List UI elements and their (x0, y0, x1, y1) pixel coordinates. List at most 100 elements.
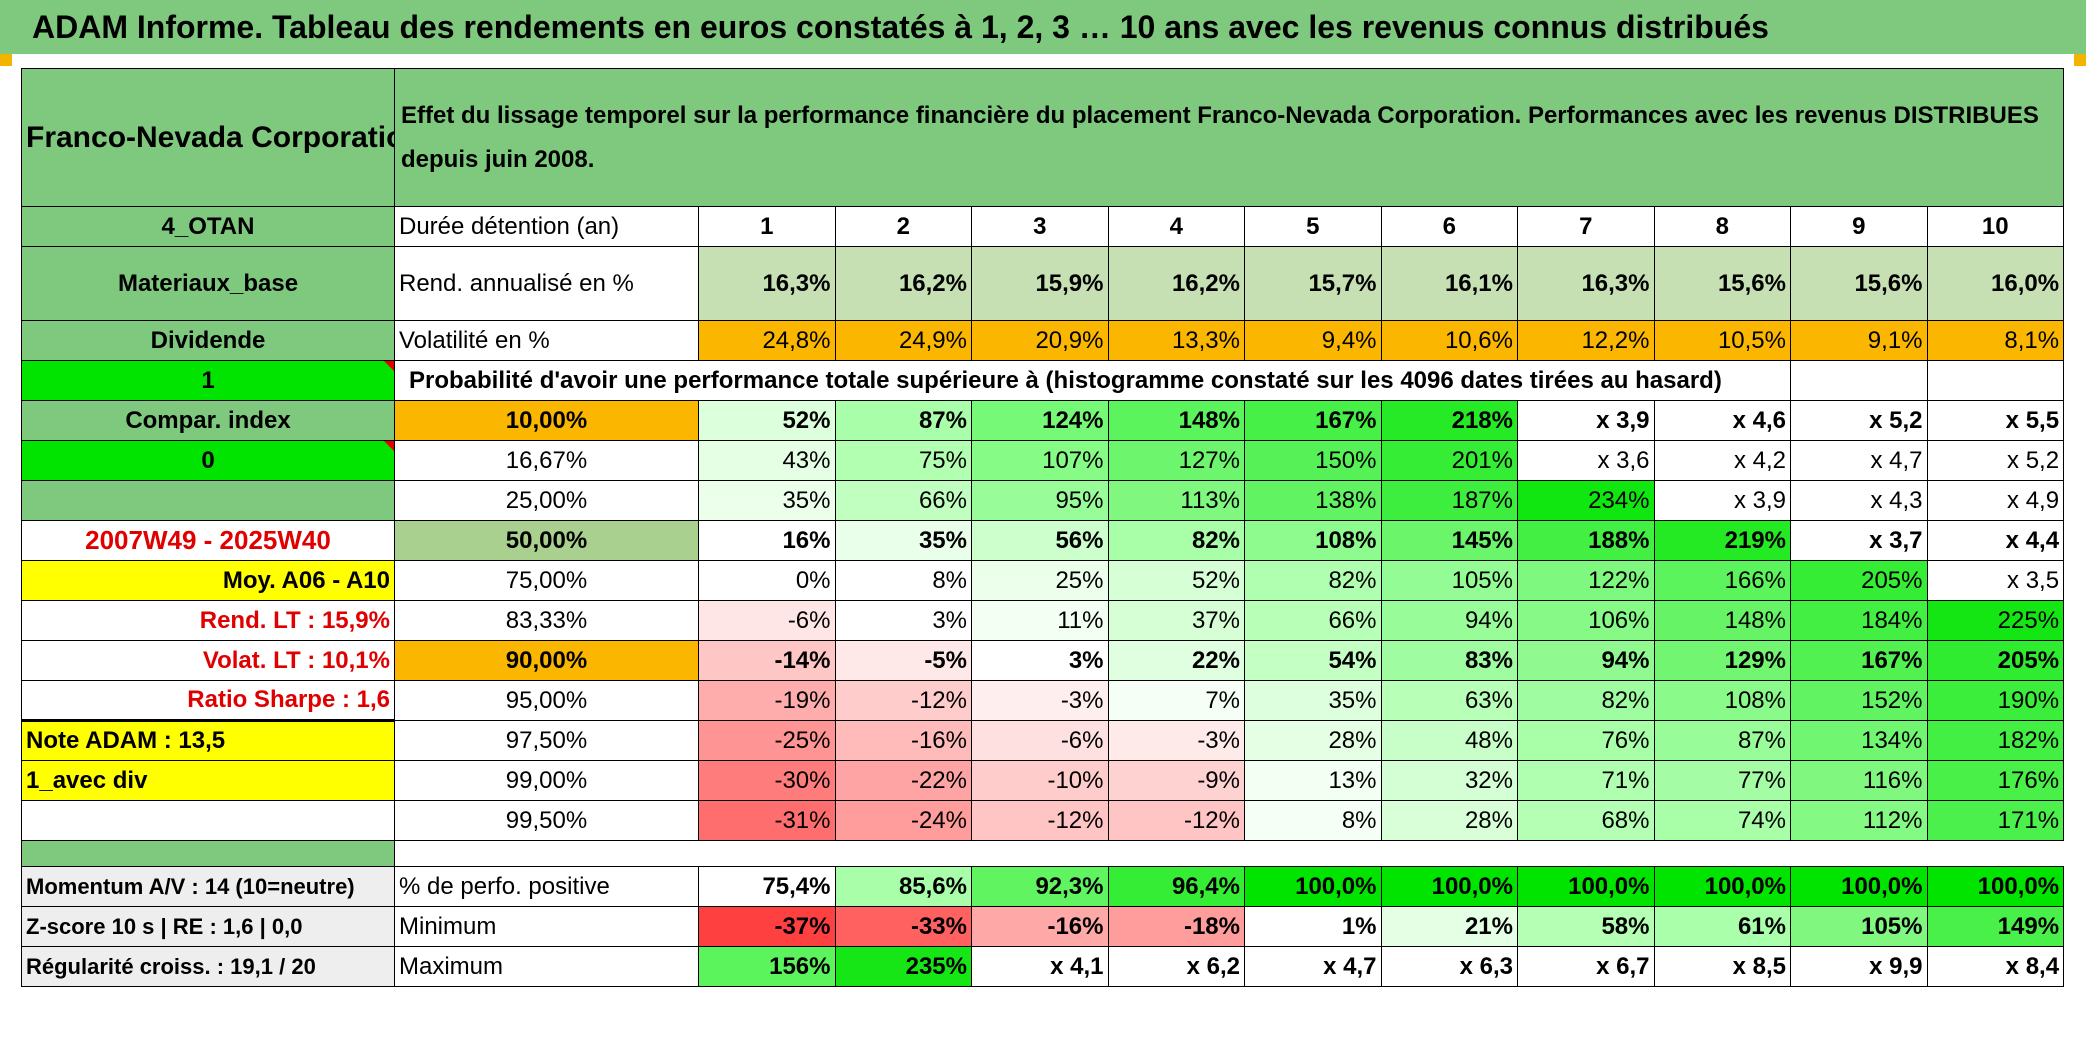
category-label: 4_OTAN (21, 206, 395, 247)
performance-cell: 48% (1380, 720, 1518, 761)
empty-cell (1926, 360, 2065, 401)
performance-cell: 43% (698, 440, 836, 481)
performance-cell: 11% (971, 600, 1109, 641)
summary-value: x 4,7 (1244, 946, 1382, 987)
performance-cell: 95% (971, 480, 1109, 521)
performance-cell: x 4,3 (1790, 480, 1928, 521)
performance-cell: -12% (1107, 800, 1245, 841)
summary-value: 100,0% (1244, 866, 1382, 907)
performance-cell: 3% (834, 600, 972, 641)
side-info-label (21, 800, 395, 841)
performance-cell: x 3,9 (1517, 400, 1655, 441)
summary-label: % de perfo. positive (394, 866, 699, 907)
summary-value: x 6,2 (1107, 946, 1245, 987)
performance-cell: 152% (1790, 680, 1928, 721)
volatility-value: 9,4% (1244, 320, 1382, 361)
performance-cell: x 5,2 (1926, 440, 2065, 481)
spacer-row (21, 840, 2064, 867)
probability-flag: 1 (21, 360, 395, 401)
performance-cell: 167% (1244, 400, 1382, 441)
performance-cell: 28% (1380, 800, 1518, 841)
volatility-value: 12,2% (1517, 320, 1655, 361)
performance-cell: 219% (1653, 520, 1791, 561)
volatility-value: 10,6% (1380, 320, 1518, 361)
year-header: 2 (834, 206, 972, 247)
performance-cell: 218% (1380, 400, 1518, 441)
performance-cell: 74% (1653, 800, 1791, 841)
performance-cell: x 3,5 (1926, 560, 2065, 601)
volatility-value: 8,1% (1926, 320, 2065, 361)
performance-cell: 25% (971, 560, 1109, 601)
summary-row: Régularité croiss. : 19,1 / 20 Maximum 156… (21, 946, 2065, 987)
probability-caption: Probabilité d'avoir une performance tota… (394, 360, 1791, 401)
sector-label: Materiaux_base (21, 246, 395, 321)
probability-threshold: 95,00% (394, 680, 699, 721)
performance-cell: -3% (971, 680, 1109, 721)
year-header: 6 (1380, 206, 1518, 247)
annual-return-value: 15,6% (1653, 246, 1791, 321)
performance-cell: -24% (834, 800, 972, 841)
summary-value: 96,4% (1107, 866, 1245, 907)
summary-value: 100,0% (1790, 866, 1928, 907)
summary-value: x 4,1 (971, 946, 1109, 987)
summary-value: 100,0% (1653, 866, 1791, 907)
performance-cell: 35% (1244, 680, 1382, 721)
probability-row: Compar. index 10,00% 52% 87% 124% 148% 167% 218… (21, 400, 2065, 441)
volatility-value: 24,9% (834, 320, 972, 361)
year-header: 4 (1107, 206, 1245, 247)
performance-cell: -30% (698, 760, 836, 801)
performance-cell: 94% (1380, 600, 1518, 641)
year-header: 10 (1926, 206, 2065, 247)
corner-marker-top-left (0, 54, 12, 66)
performance-cell: -5% (834, 640, 972, 681)
performance-cell: -10% (971, 760, 1109, 801)
summary-value: 61% (1653, 906, 1791, 947)
performance-cell: 150% (1244, 440, 1382, 481)
probability-threshold: 16,67% (394, 440, 699, 481)
performance-cell: 171% (1926, 800, 2065, 841)
summary-value: 100,0% (1517, 866, 1655, 907)
performance-cell: 94% (1517, 640, 1655, 681)
performance-cell: 71% (1517, 760, 1655, 801)
performance-cell: 22% (1107, 640, 1245, 681)
side-info-label: Rend. LT : 15,9% (21, 600, 395, 641)
performance-cell: -19% (698, 680, 836, 721)
summary-value: x 9,9 (1790, 946, 1928, 987)
performance-cell: -14% (698, 640, 836, 681)
performance-cell: 106% (1517, 600, 1655, 641)
side-info-label: 1_avec div (21, 760, 395, 801)
performance-cell: 76% (1517, 720, 1655, 761)
performance-cell: 205% (1926, 640, 2065, 681)
performance-cell: 108% (1244, 520, 1382, 561)
performance-cell: 52% (1107, 560, 1245, 601)
performance-cell: 188% (1517, 520, 1655, 561)
report-title: ADAM Informe. Tableau des rendements en … (0, 0, 2086, 54)
year-header: 9 (1790, 206, 1928, 247)
performance-cell: 184% (1790, 600, 1928, 641)
annual-return-label: Rend. annualisé en % (394, 246, 699, 321)
performance-cell: -12% (834, 680, 972, 721)
performance-cell: 32% (1380, 760, 1518, 801)
performance-cell: 68% (1517, 800, 1655, 841)
year-header: 1 (698, 206, 836, 247)
performance-cell: 127% (1107, 440, 1245, 481)
summary-side-label: Momentum A/V : 14 (10=neutre) (21, 866, 395, 907)
return-row: Materiaux_base Rend. annualisé en % 16,3… (21, 246, 2065, 321)
summary-value: 100,0% (1926, 866, 2065, 907)
side-info-label: Volat. LT : 10,1% (21, 640, 395, 681)
summary-value: x 8,4 (1926, 946, 2065, 987)
annual-return-value: 16,2% (834, 246, 972, 321)
summary-value: x 6,7 (1517, 946, 1655, 987)
spacer-gap (395, 841, 2064, 867)
side-info-label (21, 480, 395, 521)
probability-threshold: 90,00% (394, 640, 699, 681)
annual-return-value: 16,3% (698, 246, 836, 321)
side-info-label: 2007W49 - 2025W40 (21, 520, 395, 561)
performance-cell: 87% (1653, 720, 1791, 761)
performance-cell: -12% (971, 800, 1109, 841)
performance-cell: -31% (698, 800, 836, 841)
performance-cell: 16% (698, 520, 836, 561)
probability-header-row: 1 Probabilité d'avoir une performance to… (21, 360, 2065, 401)
performance-cell: x 3,6 (1517, 440, 1655, 481)
probability-row: 99,50% -31% -24% -12% -12% 8% 28% 68% 74% 112% 171… (21, 800, 2065, 841)
